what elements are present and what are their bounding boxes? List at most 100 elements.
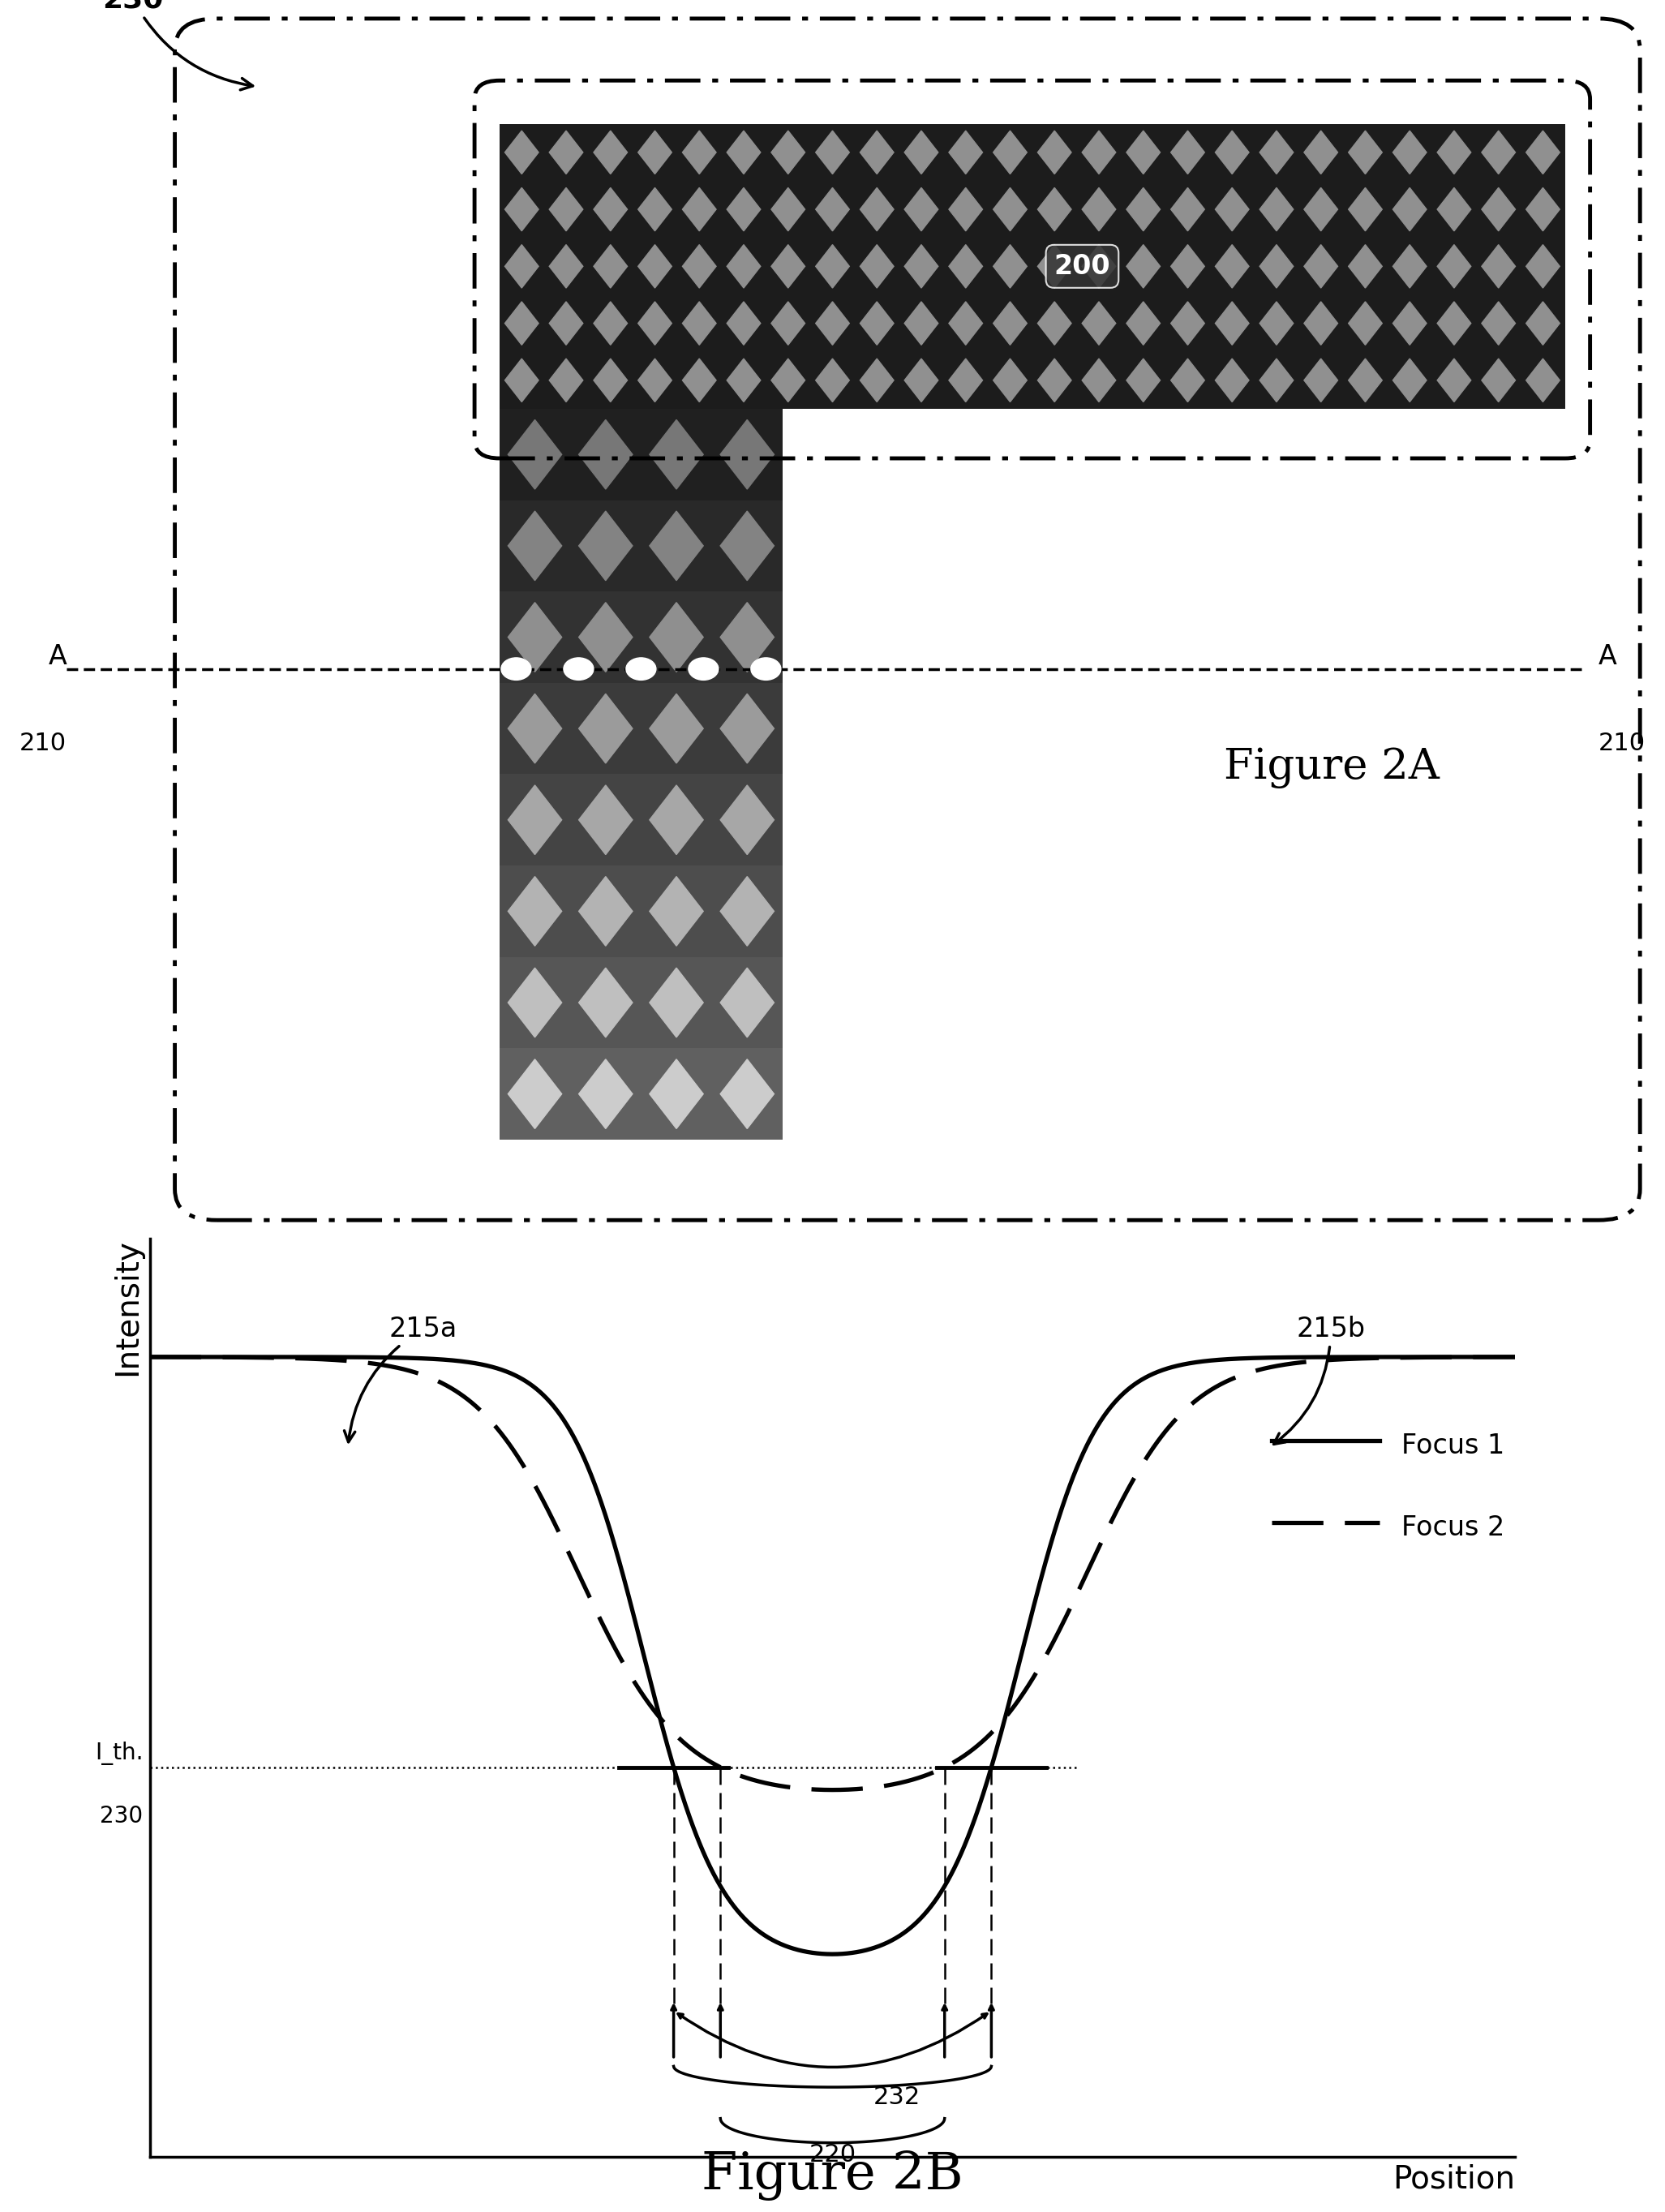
Polygon shape	[594, 358, 628, 403]
Polygon shape	[579, 511, 633, 580]
Polygon shape	[579, 420, 633, 489]
Polygon shape	[1260, 301, 1294, 345]
Polygon shape	[994, 301, 1027, 345]
Polygon shape	[1304, 188, 1337, 230]
Polygon shape	[579, 969, 633, 1037]
Text: 215b: 215b	[1274, 1316, 1365, 1444]
Polygon shape	[579, 602, 633, 672]
Polygon shape	[1127, 131, 1161, 175]
X-axis label: Position: Position	[1392, 2163, 1515, 2194]
Polygon shape	[721, 511, 774, 580]
Bar	[500, 684, 783, 774]
Polygon shape	[683, 358, 716, 403]
Polygon shape	[1170, 131, 1204, 175]
Polygon shape	[721, 695, 774, 763]
Polygon shape	[649, 511, 703, 580]
Polygon shape	[1037, 131, 1071, 175]
Polygon shape	[594, 131, 628, 175]
Bar	[500, 774, 783, 865]
Polygon shape	[579, 695, 633, 763]
Polygon shape	[728, 131, 761, 175]
Bar	[500, 865, 783, 958]
Polygon shape	[579, 876, 633, 947]
Polygon shape	[594, 301, 628, 345]
Polygon shape	[504, 301, 538, 345]
Polygon shape	[683, 246, 716, 288]
Polygon shape	[771, 131, 804, 175]
Polygon shape	[638, 246, 671, 288]
Polygon shape	[721, 602, 774, 672]
Bar	[500, 124, 1565, 409]
Polygon shape	[649, 602, 703, 672]
Polygon shape	[1082, 131, 1116, 175]
Polygon shape	[721, 785, 774, 854]
Polygon shape	[949, 301, 982, 345]
Polygon shape	[1127, 301, 1161, 345]
Text: 230: 230	[100, 1805, 143, 1827]
Polygon shape	[638, 301, 671, 345]
Polygon shape	[1082, 188, 1116, 230]
Polygon shape	[994, 246, 1027, 288]
Polygon shape	[771, 246, 804, 288]
Polygon shape	[1037, 358, 1071, 403]
Polygon shape	[579, 785, 633, 854]
Polygon shape	[1037, 301, 1071, 345]
Polygon shape	[1349, 246, 1382, 288]
Polygon shape	[1482, 301, 1515, 345]
Polygon shape	[549, 246, 583, 288]
Polygon shape	[816, 188, 849, 230]
Polygon shape	[594, 246, 628, 288]
Polygon shape	[649, 969, 703, 1037]
Polygon shape	[549, 301, 583, 345]
Polygon shape	[638, 131, 671, 175]
Polygon shape	[1215, 246, 1249, 288]
Polygon shape	[771, 358, 804, 403]
Polygon shape	[1127, 188, 1161, 230]
Polygon shape	[994, 131, 1027, 175]
Polygon shape	[508, 511, 561, 580]
Polygon shape	[861, 301, 894, 345]
Polygon shape	[1349, 358, 1382, 403]
Polygon shape	[549, 131, 583, 175]
Polygon shape	[1437, 131, 1470, 175]
Polygon shape	[649, 876, 703, 947]
Y-axis label: Intensity: Intensity	[112, 1239, 143, 1376]
Polygon shape	[1304, 246, 1337, 288]
Polygon shape	[549, 188, 583, 230]
Polygon shape	[649, 1060, 703, 1128]
Polygon shape	[728, 301, 761, 345]
Circle shape	[563, 657, 593, 679]
Polygon shape	[904, 358, 937, 403]
Polygon shape	[638, 358, 671, 403]
Polygon shape	[1482, 131, 1515, 175]
Polygon shape	[1082, 358, 1116, 403]
Text: 232: 232	[874, 2086, 921, 2110]
Polygon shape	[683, 301, 716, 345]
Polygon shape	[1349, 131, 1382, 175]
Polygon shape	[721, 969, 774, 1037]
Circle shape	[689, 657, 719, 679]
Polygon shape	[728, 188, 761, 230]
Polygon shape	[1304, 131, 1337, 175]
Polygon shape	[1394, 131, 1427, 175]
Polygon shape	[1304, 358, 1337, 403]
Polygon shape	[771, 188, 804, 230]
Polygon shape	[1127, 358, 1161, 403]
Polygon shape	[508, 876, 561, 947]
Polygon shape	[594, 188, 628, 230]
Polygon shape	[1170, 188, 1204, 230]
Polygon shape	[1482, 358, 1515, 403]
Legend: Focus 1, Focus 2: Focus 1, Focus 2	[1260, 1418, 1515, 1553]
Polygon shape	[504, 131, 538, 175]
Polygon shape	[721, 1060, 774, 1128]
Bar	[500, 500, 783, 591]
Polygon shape	[721, 420, 774, 489]
Polygon shape	[1037, 188, 1071, 230]
Polygon shape	[1260, 131, 1294, 175]
Polygon shape	[861, 188, 894, 230]
Polygon shape	[994, 188, 1027, 230]
Polygon shape	[1527, 301, 1560, 345]
Text: 230: 230	[103, 0, 253, 91]
Polygon shape	[949, 246, 982, 288]
Text: Figure 2A: Figure 2A	[1224, 748, 1440, 790]
